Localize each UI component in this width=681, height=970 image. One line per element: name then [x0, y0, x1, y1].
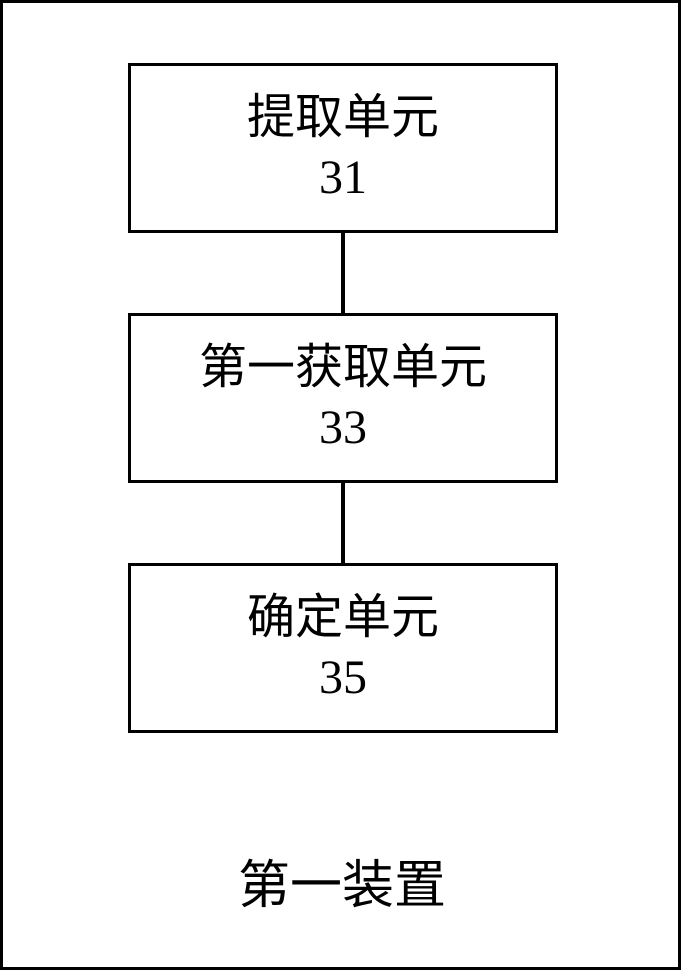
edge-2	[341, 483, 345, 563]
node-label: 确定单元	[247, 588, 439, 648]
node-determine-unit: 确定单元 35	[128, 563, 558, 733]
edge-1	[341, 233, 345, 313]
node-label: 第一获取单元	[199, 338, 487, 398]
diagram-container: 提取单元 31 第一获取单元 33 确定单元 35 第一装置	[0, 0, 681, 970]
node-number: 35	[319, 648, 367, 708]
node-number: 31	[319, 148, 367, 208]
node-first-acquire-unit: 第一获取单元 33	[128, 313, 558, 483]
node-label: 提取单元	[247, 88, 439, 148]
node-extract-unit: 提取单元 31	[128, 63, 558, 233]
diagram-title: 第一装置	[238, 843, 446, 918]
node-number: 33	[319, 398, 367, 458]
